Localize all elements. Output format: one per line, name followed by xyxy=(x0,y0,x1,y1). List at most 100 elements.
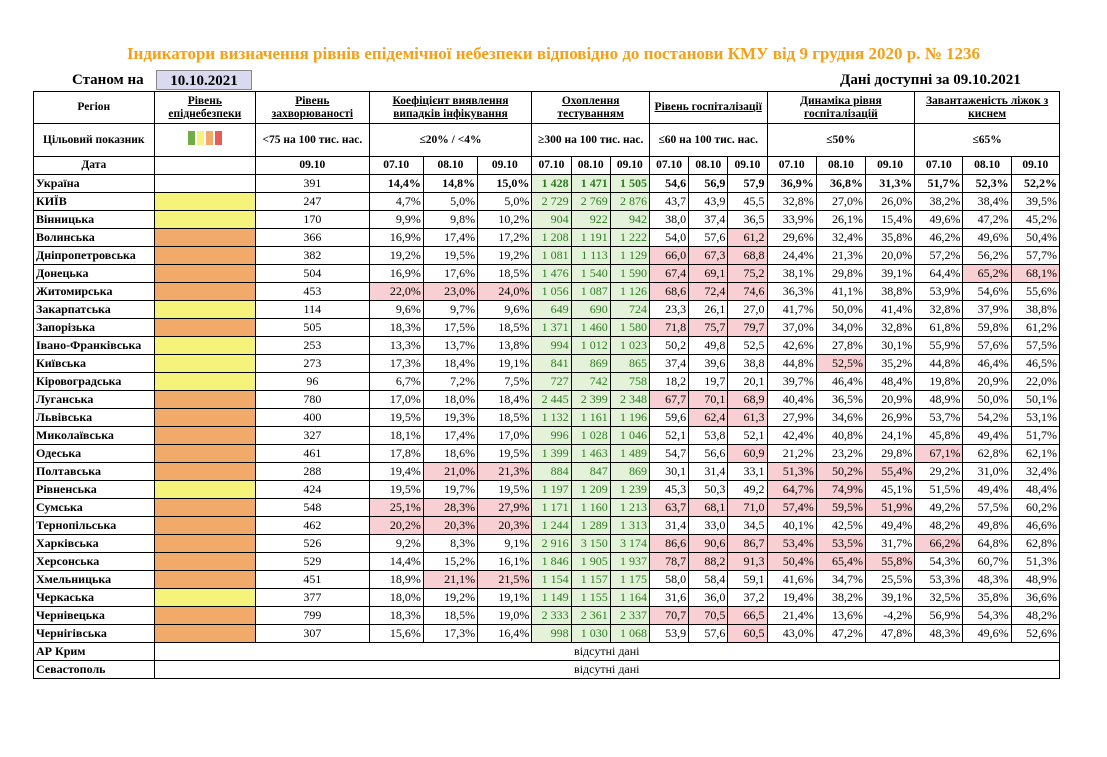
hospital-value: 68,6 xyxy=(648,282,690,301)
hospital-value: 43,7 xyxy=(648,192,690,211)
beds-value: 45,8% xyxy=(914,426,964,445)
dynamics-value: 53,4% xyxy=(766,534,817,553)
hospital-value: 43,9 xyxy=(688,192,729,211)
hospital-value: 66,5 xyxy=(727,606,768,625)
incidence-value: 451 xyxy=(255,570,370,589)
region-name: Житомирська xyxy=(33,282,155,301)
dynamics-value: 42,5% xyxy=(815,516,867,535)
date-header-incidence: 09.10 xyxy=(255,156,370,175)
dates-label: Дата xyxy=(33,156,155,175)
testing-value: 724 xyxy=(609,300,650,319)
beds-value: 57,6% xyxy=(962,336,1012,355)
beds-value: 46,2% xyxy=(914,228,964,247)
table-row: Львівська 400 19,5% 19,3% 18,5% 1 132 1 161 1 1… xyxy=(33,408,1061,427)
hospital-value: 37,4 xyxy=(688,210,729,229)
level-cell xyxy=(153,264,257,283)
table-row: Волинська 366 16,9% 17,4% 17,2% 1 208 1 191 1 2… xyxy=(33,228,1061,247)
beds-value: 32,4% xyxy=(1010,462,1061,481)
dynamics-value: 45,1% xyxy=(864,480,916,499)
beds-value: 47,2% xyxy=(962,210,1012,229)
dynamics-value: 34,7% xyxy=(815,570,867,589)
beds-value: 51,7% xyxy=(914,174,964,193)
dynamics-value: 51,9% xyxy=(864,498,916,517)
testing-value: 996 xyxy=(531,426,572,445)
target-detection: ≤20% / <4% xyxy=(368,123,533,157)
region-name: Івано-Франківська xyxy=(33,336,155,355)
testing-value: 1 244 xyxy=(531,516,572,535)
testing-value: 1 030 xyxy=(570,624,611,643)
detection-value: 17,5% xyxy=(422,318,479,337)
detection-value: 16,1% xyxy=(477,552,533,571)
beds-value: 48,4% xyxy=(1010,480,1061,499)
region-name: Дніпропетровська xyxy=(33,246,155,265)
detection-value: 19,0% xyxy=(477,606,533,625)
dynamics-value: 46,4% xyxy=(815,372,867,391)
level-cell xyxy=(153,570,257,589)
beds-value: 36,6% xyxy=(1010,588,1061,607)
target-row: Цільовий показник <75 на 100 тис. нас. ≤… xyxy=(33,123,1060,157)
hospital-value: 86,7 xyxy=(727,534,768,553)
dynamics-value: 47,8% xyxy=(864,624,916,643)
testing-value: 1 399 xyxy=(531,444,572,463)
beds-value: 65,2% xyxy=(962,264,1012,283)
hospital-value: 31,4 xyxy=(688,462,729,481)
target-beds: ≤65% xyxy=(914,123,1060,157)
incidence-value: 327 xyxy=(255,426,370,445)
detection-value: 5,0% xyxy=(477,192,533,211)
table-row: АР Крим відсутні дані xyxy=(33,642,1061,661)
level-cell xyxy=(153,462,257,481)
testing-value: 2 769 xyxy=(570,192,611,211)
beds-value: 61,2% xyxy=(1010,318,1061,337)
hospital-value: 59,1 xyxy=(727,570,768,589)
hospital-value: 72,4 xyxy=(688,282,729,301)
table-row: Івано-Франківська 253 13,3% 13,7% 13,8% 994 1 … xyxy=(33,336,1061,355)
hospital-value: 30,1 xyxy=(648,462,690,481)
detection-value: 6,7% xyxy=(368,372,424,391)
legend-swatch xyxy=(196,131,204,145)
detection-value: 9,6% xyxy=(368,300,424,319)
detection-value: 24,0% xyxy=(477,282,533,301)
hospital-value: 52,1 xyxy=(648,426,690,445)
detection-value: 19,5% xyxy=(477,444,533,463)
dynamics-value: 48,4% xyxy=(864,372,916,391)
testing-value: 942 xyxy=(609,210,650,229)
hospital-value: 34,5 xyxy=(727,516,768,535)
table-row: Чернівецька 799 18,3% 18,5% 19,0% 2 333 2 361 2… xyxy=(33,606,1061,625)
testing-value: 2 876 xyxy=(609,192,650,211)
hospital-value: 61,2 xyxy=(727,228,768,247)
testing-value: 1 222 xyxy=(609,228,650,247)
level-cell xyxy=(153,480,257,499)
testing-value: 1 046 xyxy=(609,426,650,445)
hospital-value: 26,1 xyxy=(688,300,729,319)
beds-value: 48,3% xyxy=(914,624,964,643)
testing-value: 869 xyxy=(609,462,650,481)
beds-value: 56,2% xyxy=(962,246,1012,265)
beds-value: 50,1% xyxy=(1010,390,1061,409)
testing-value: 1 160 xyxy=(570,498,611,517)
incidence-value: 799 xyxy=(255,606,370,625)
table-row: Запорізька 505 18,3% 17,5% 18,5% 1 371 1 460 1 … xyxy=(33,318,1061,337)
detection-value: 9,6% xyxy=(477,300,533,319)
testing-value: 3 174 xyxy=(609,534,650,553)
table-row: Україна 391 14,4% 14,8% 15,0% 1 428 1 471 1 505… xyxy=(33,174,1061,193)
testing-value: 994 xyxy=(531,336,572,355)
incidence-value: 366 xyxy=(255,228,370,247)
dynamics-value: 31,7% xyxy=(864,534,916,553)
beds-value: 57,5% xyxy=(1010,336,1061,355)
hospital-value: 33,1 xyxy=(727,462,768,481)
hospital-value: 49,8 xyxy=(688,336,729,355)
hospital-value: 60,5 xyxy=(727,624,768,643)
testing-value: 690 xyxy=(570,300,611,319)
beds-value: 67,1% xyxy=(914,444,964,463)
dynamics-value: 29,8% xyxy=(864,444,916,463)
beds-value: 53,9% xyxy=(914,282,964,301)
testing-value: 2 333 xyxy=(531,606,572,625)
hospital-value: 70,1 xyxy=(688,390,729,409)
beds-value: 64,4% xyxy=(914,264,964,283)
hospital-value: 57,6 xyxy=(688,228,729,247)
incidence-value: 114 xyxy=(255,300,370,319)
dynamics-value: 36,9% xyxy=(766,174,817,193)
hospital-value: 60,9 xyxy=(727,444,768,463)
dynamics-value: 35,2% xyxy=(864,354,916,373)
testing-value: 904 xyxy=(531,210,572,229)
